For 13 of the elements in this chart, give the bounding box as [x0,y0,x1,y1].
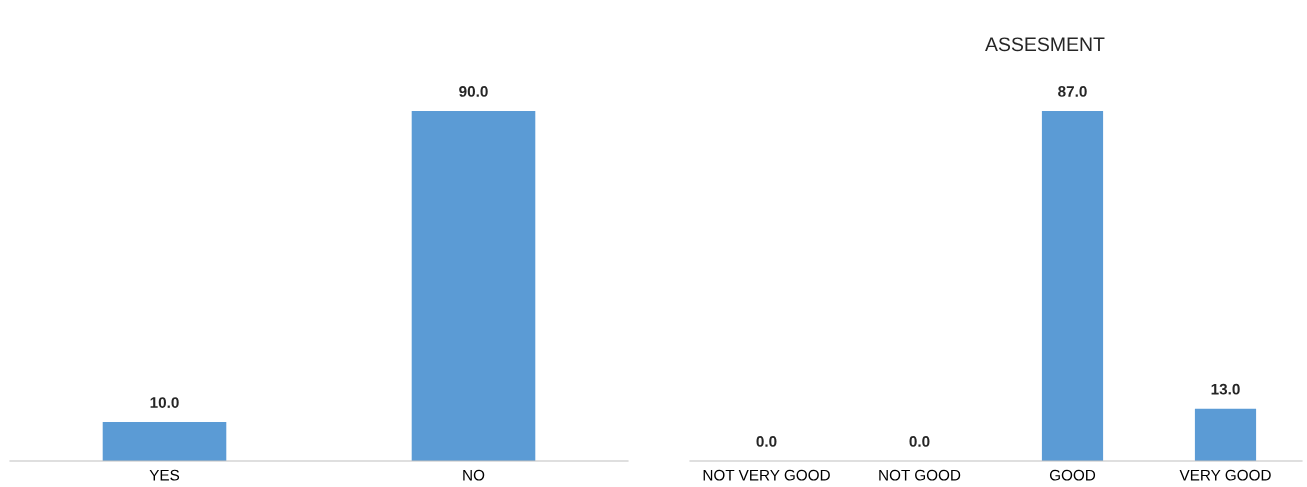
data-label: 87.0 [1058,86,1087,97]
data-label: 10.0 [150,397,179,408]
x-tick-label: NO [463,469,485,481]
data-label: 13.0 [1211,383,1240,395]
data-label: 0.0 [909,436,930,447]
x-tick-label: GOOD [1049,469,1096,481]
data-label: 90.0 [459,86,488,97]
x-tick-label: YES [149,469,180,481]
x-tick-label: NOT GOOD [879,469,961,481]
chart-title: ASSESMENT [985,37,1105,52]
x-tick-label: NOT VERY GOOD [703,469,830,481]
data-label: 0.0 [756,436,777,447]
x-tick-label: VERY GOOD [1179,469,1271,481]
